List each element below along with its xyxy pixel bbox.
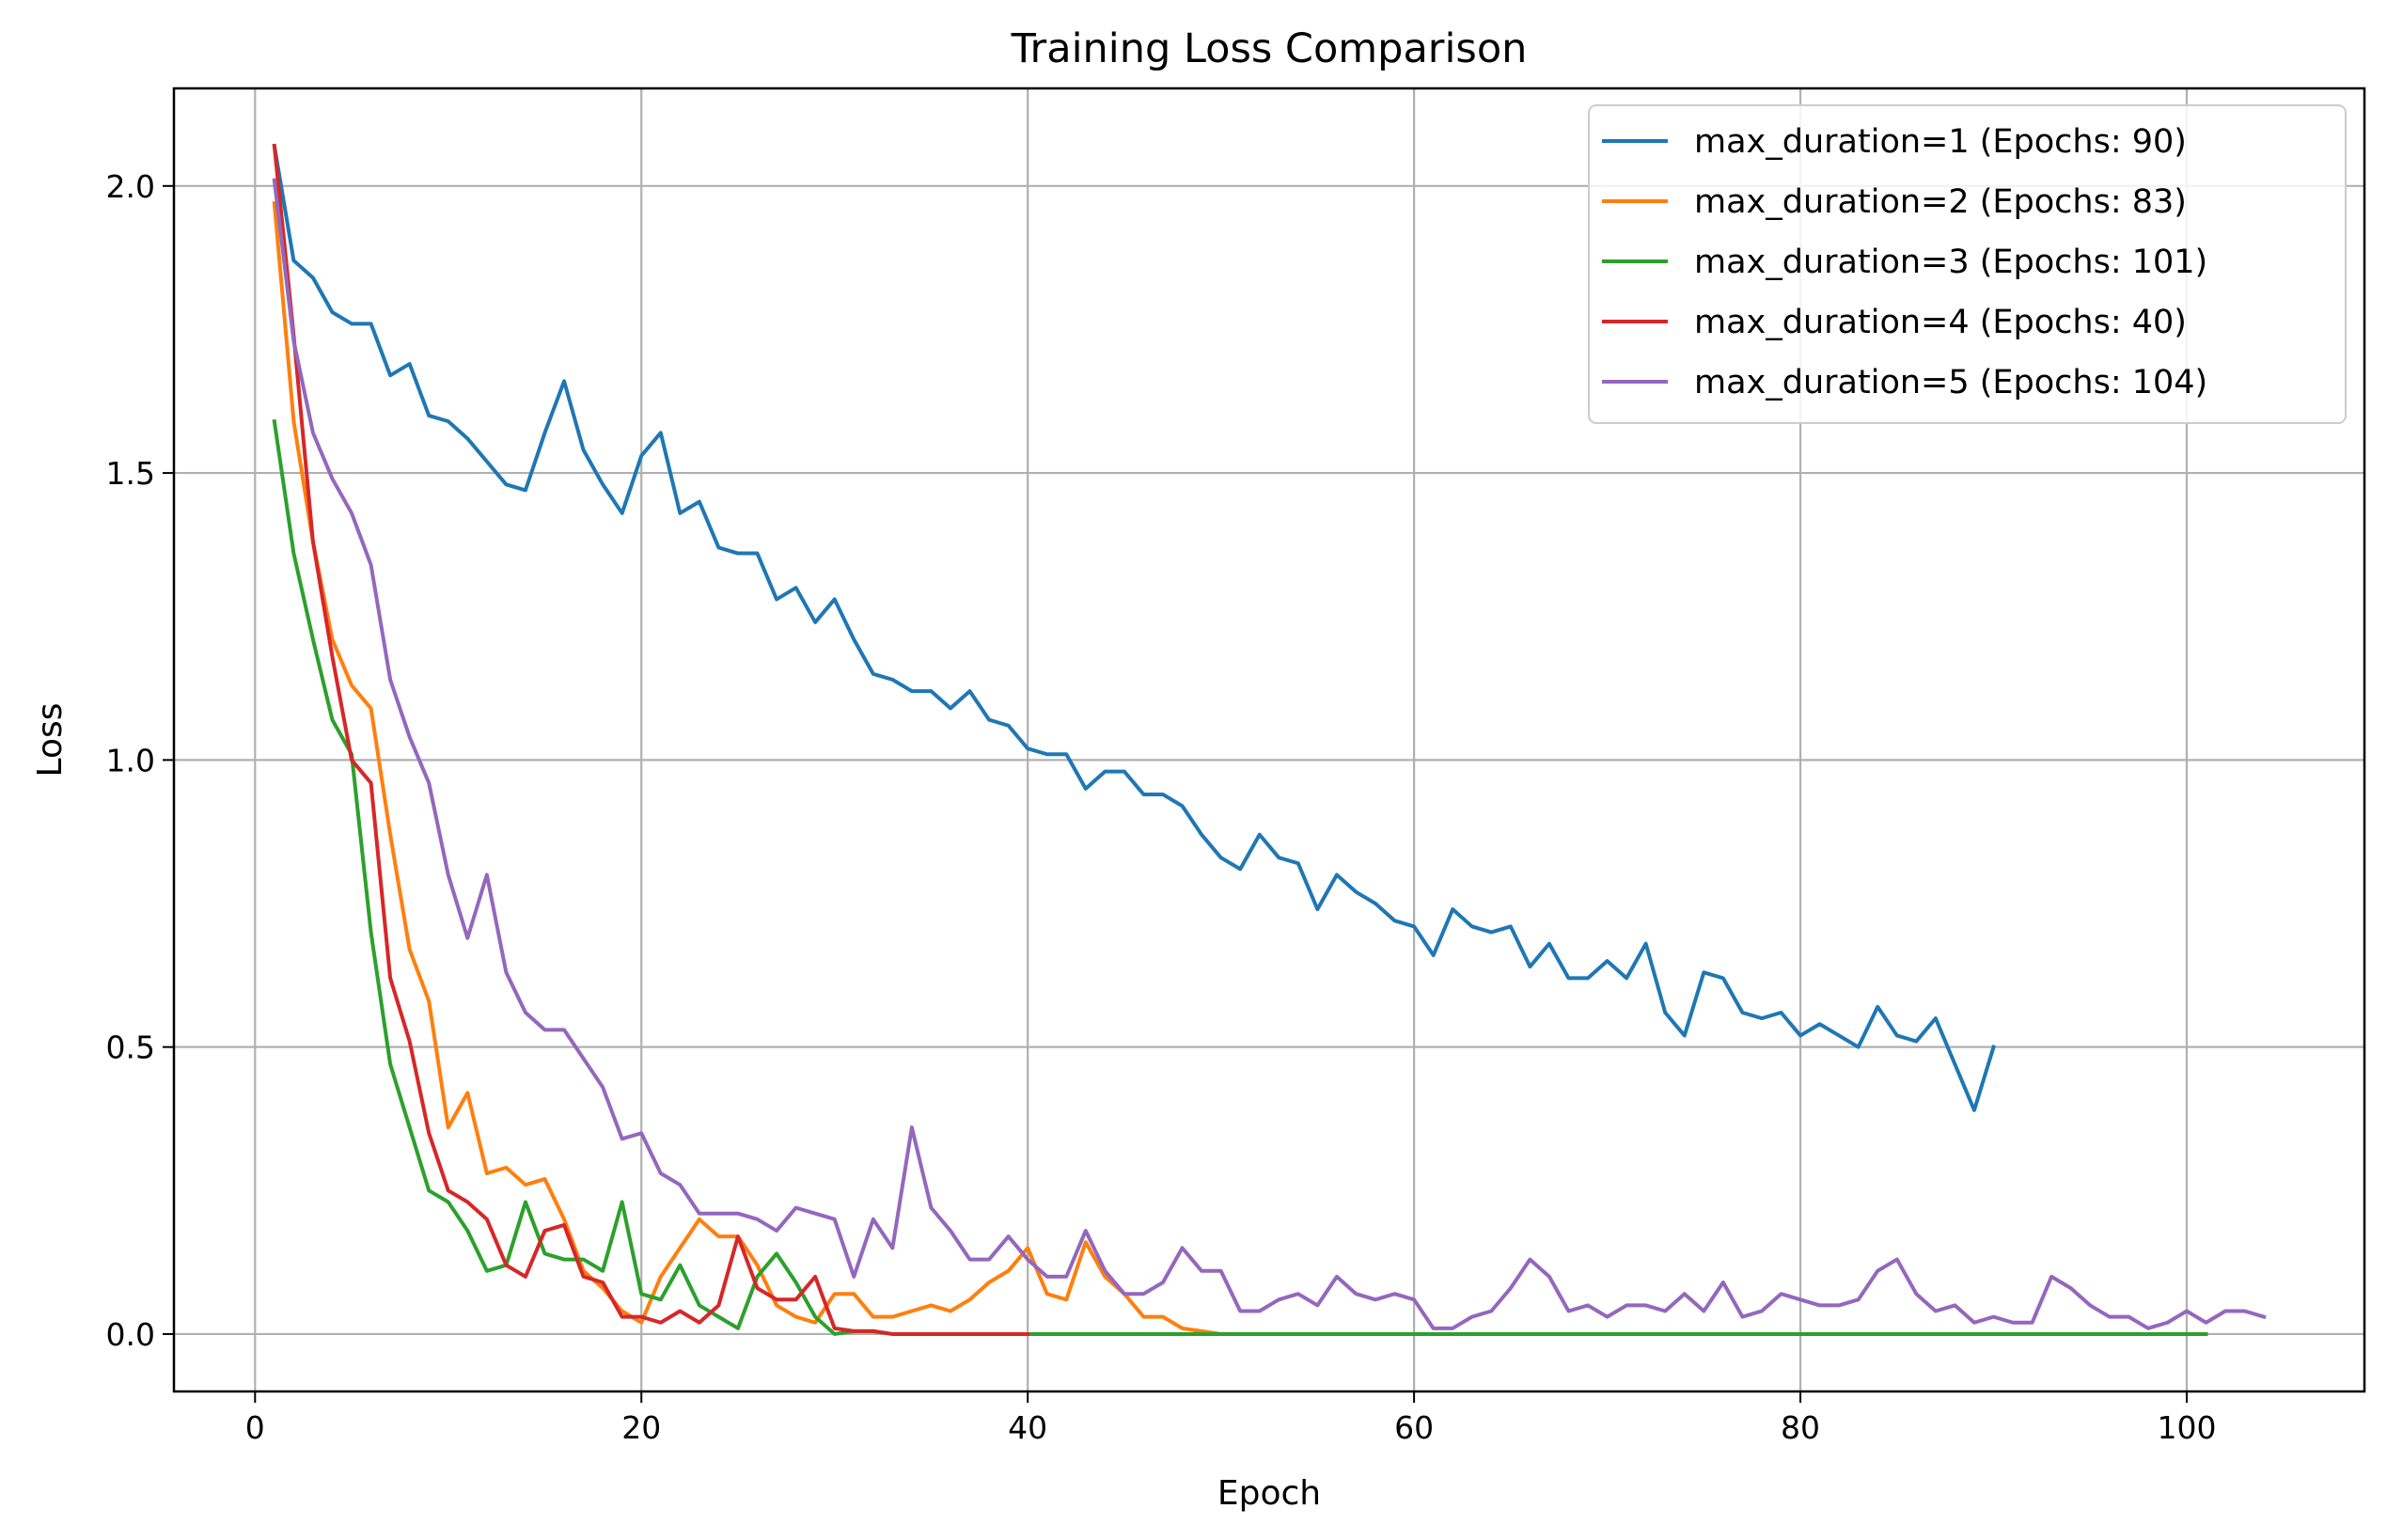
x-axis-label: Epoch [1217,1474,1321,1513]
legend-label-2: max_duration=2 (Epochs: 83) [1694,183,2187,221]
series-line-4 [272,143,1030,1336]
x-tick-label: 100 [2157,1409,2216,1446]
y-tick-label: 1.5 [106,455,155,492]
series-line-3 [272,418,2208,1336]
y-tick-label: 1.0 [106,742,155,778]
chart-title: Training Loss Comparison [1011,25,1528,72]
legend-box [1588,104,2347,424]
axis-ticks: 0 20 40 60 80 100 0.0 0.5 1.0 1.5 2.0 [106,168,2217,1446]
x-tick-label: 60 [1394,1409,1434,1446]
x-tick-label: 0 [245,1409,265,1446]
legend-label-1: max_duration=1 (Epochs: 90) [1694,123,2187,161]
y-tick-label: 2.0 [106,168,155,205]
legend: max_duration=1 (Epochs: 90) max_duration=… [1588,104,2347,424]
x-tick-label: 80 [1781,1409,1820,1446]
legend-label-3: max_duration=3 (Epochs: 101) [1694,244,2207,281]
series-line-5 [272,178,2267,1330]
legend-label-4: max_duration=4 (Epochs: 40) [1694,304,2187,341]
y-axis-label: Loss [31,703,70,778]
y-tick-label: 0.0 [106,1316,155,1353]
legend-label-5: max_duration=5 (Epochs: 104) [1694,364,2207,401]
y-tick-label: 0.5 [106,1029,155,1066]
series-line-1 [272,143,1996,1112]
series-lines [272,143,2267,1336]
plot-frame [172,86,2366,1393]
x-tick-label: 40 [1008,1409,1047,1446]
x-tick-label: 20 [621,1409,661,1446]
